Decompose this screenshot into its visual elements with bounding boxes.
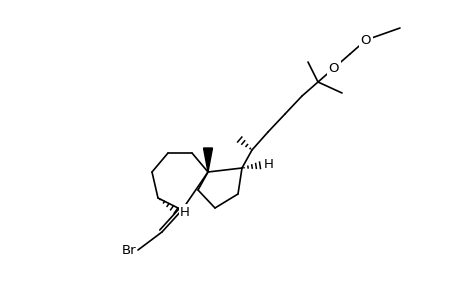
Text: H: H	[179, 206, 190, 218]
Text: O: O	[360, 34, 370, 46]
Polygon shape	[203, 148, 212, 172]
Text: H: H	[263, 158, 273, 172]
Text: O: O	[328, 61, 339, 74]
Text: Br: Br	[121, 244, 136, 256]
